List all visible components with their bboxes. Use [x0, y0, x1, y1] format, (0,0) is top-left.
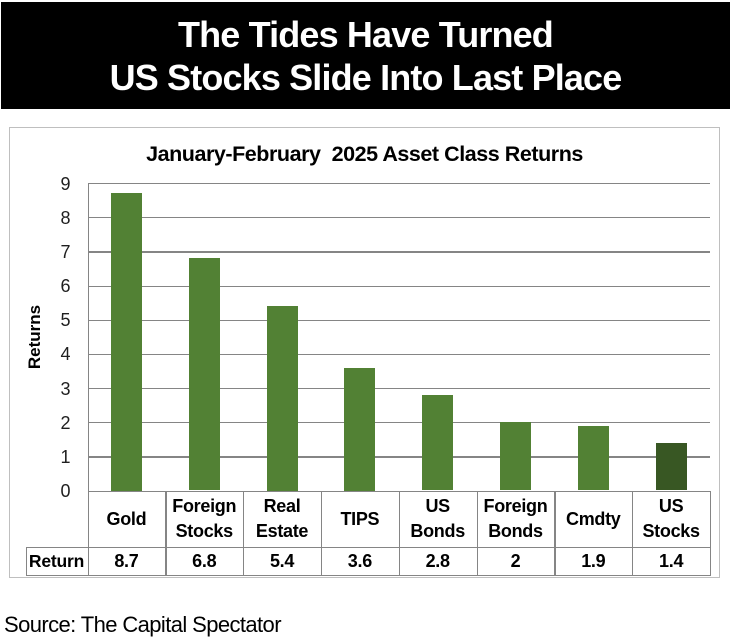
category-label-line: Foreign — [483, 496, 548, 517]
bar-us-bonds — [422, 394, 454, 491]
category-label-us-bonds: US Bonds — [399, 492, 477, 548]
category-label-foreign-stocks: Foreign Stocks — [165, 492, 243, 548]
gridline-8 — [87, 217, 710, 219]
y-axis-line — [87, 183, 89, 491]
headline-line-1: The Tides Have Turned — [178, 13, 554, 55]
y-tick-label-2: 2 — [60, 412, 71, 433]
category-label-line: US — [658, 496, 684, 517]
bar-us-stocks — [655, 442, 687, 491]
table-header-left-border — [25, 547, 27, 575]
table-column-border-3 — [320, 490, 323, 576]
category-label-tips: TIPS — [321, 492, 399, 548]
table-column-border-0 — [87, 490, 89, 576]
gridline-4 — [87, 353, 710, 356]
source-credit: Source: The Capital Spectator — [4, 612, 282, 637]
headline-line-2: US Stocks Slide Into Last Place — [109, 56, 623, 98]
y-tick-label-1: 1 — [60, 446, 71, 467]
table-value-cmdty: 1.9 — [581, 550, 606, 571]
bar-foreign-bonds — [499, 422, 531, 491]
category-label-real-estate: Real Estate — [243, 492, 321, 548]
bar-gold — [110, 193, 142, 491]
table-column-border-8 — [710, 490, 712, 576]
table-column-border-4 — [398, 490, 401, 576]
bar-foreign-stocks — [188, 258, 220, 491]
category-label-gold: Gold — [88, 492, 166, 548]
category-label-line: Stocks — [175, 521, 234, 542]
category-label-us-stocks: US Stocks — [632, 492, 710, 548]
table-value-tips: 3.6 — [347, 550, 372, 571]
gridline-9 — [87, 183, 710, 185]
table-bottom-border — [25, 574, 711, 576]
table-value-us-bonds: 2.8 — [425, 550, 450, 571]
category-label-line: Bonds — [410, 521, 465, 542]
y-tick-label-0: 0 — [60, 481, 71, 501]
category-label-line: Bonds — [488, 521, 543, 542]
category-label-line: Gold — [106, 508, 147, 529]
gridline-5 — [87, 319, 710, 321]
gridline-7 — [87, 251, 710, 253]
y-tick-label-6: 6 — [60, 276, 71, 296]
category-label-line: Foreign — [172, 496, 237, 517]
category-label-line: US — [425, 496, 450, 517]
category-label-cmdty: Cmdty — [554, 492, 632, 548]
category-label-line: Real — [263, 496, 301, 517]
y-tick-label-9: 9 — [60, 173, 71, 194]
data-table-series-name-cell: Return — [28, 550, 85, 571]
y-tick-label-3: 3 — [60, 378, 71, 399]
gridline-6 — [87, 285, 710, 287]
headline-banner: The Tides Have Turned US Stocks Slide In… — [1, 2, 730, 109]
table-column-border-2 — [243, 490, 245, 576]
table-column-border-7 — [632, 490, 634, 576]
category-label-line: Cmdty — [566, 508, 621, 529]
table-value-real-estate: 5.4 — [269, 550, 295, 571]
table-row-separator — [25, 547, 711, 549]
bar-tips — [344, 367, 376, 491]
table-column-border-1 — [165, 490, 167, 576]
y-tick-label-8: 8 — [60, 207, 71, 228]
bar-real-estate — [266, 306, 298, 491]
table-value-foreign-bonds: 2 — [510, 550, 521, 571]
gridline-1 — [87, 456, 710, 458]
chart-title: January-February 2025 Asset Class Return… — [146, 142, 583, 166]
y-tick-label-4: 4 — [60, 344, 71, 365]
category-label-line: Estate — [255, 521, 309, 542]
category-label-foreign-bonds: Foreign Bonds — [477, 492, 555, 548]
table-value-foreign-stocks: 6.8 — [192, 550, 217, 571]
bar-cmdty — [577, 425, 609, 491]
table-column-border-5 — [476, 490, 478, 576]
gridline-3 — [87, 388, 710, 390]
table-value-gold: 8.7 — [114, 550, 139, 571]
y-tick-label-5: 5 — [60, 310, 71, 331]
table-value-us-stocks: 1.4 — [659, 550, 684, 571]
table-column-border-6 — [554, 490, 556, 576]
category-label-line: TIPS — [340, 508, 380, 529]
gridline-2 — [87, 422, 710, 424]
y-tick-label-7: 7 — [60, 241, 71, 262]
category-label-line: Stocks — [642, 521, 700, 542]
